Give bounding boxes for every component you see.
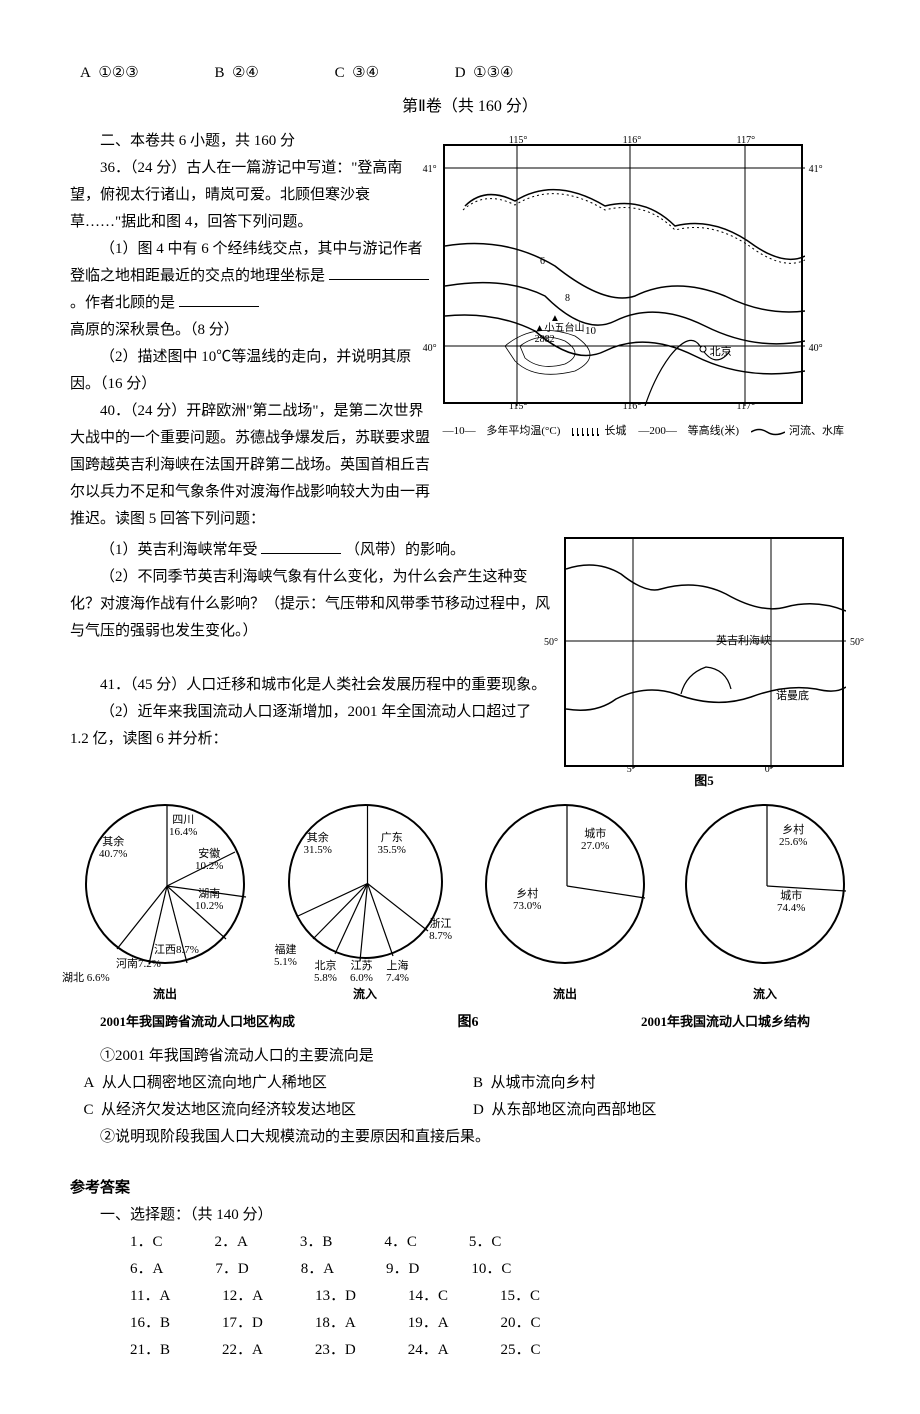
pie-out-province: 四川16.4% 安徽10.2% 湖南10.2% 其余40.7% xyxy=(85,804,245,964)
map4-beijing-label: 北京 xyxy=(710,343,732,363)
prev-question-options: A ①②③ B ②④ C ③④ D ①③④ xyxy=(70,60,870,87)
answer-item: 15．C xyxy=(470,1283,540,1310)
pie3-title: 流出 xyxy=(470,984,660,1006)
answer-heading: 参考答案 xyxy=(70,1175,870,1202)
q41-opt-D: D 从东部地区流向西部地区 xyxy=(473,1097,870,1124)
q36-part2: （2）描述图中 10℃等温线的走向，并说明其原因。（16 分） xyxy=(70,344,431,398)
pie4-title: 流入 xyxy=(670,984,860,1006)
svg-text:6: 6 xyxy=(540,256,545,267)
q41-head: 41．（45 分）人口迁移和城市化是人类社会发展历程中的重要现象。 xyxy=(70,672,552,699)
answer-item: 1．C xyxy=(100,1229,163,1256)
answer-item: 18．A xyxy=(285,1310,356,1337)
answer-subheading: 一、选择题：（共 140 分） xyxy=(70,1202,870,1229)
map5: 50° 50° 5° 0° 英吉利海峡 诺曼底 xyxy=(564,537,844,767)
pie1-title: 流出 xyxy=(70,984,260,1006)
answer-item: 3．B xyxy=(270,1229,333,1256)
answer-item: 20．C xyxy=(471,1310,541,1337)
q40-head: 40．（24 分）开辟欧洲"第二战场"，是第二次世界大战中的一个重要问题。苏德战… xyxy=(70,398,431,533)
answer-item: 22．A xyxy=(192,1337,263,1364)
pie2-title: 流入 xyxy=(270,984,460,1006)
pie-row: 四川16.4% 安徽10.2% 湖南10.2% 其余40.7% 江西8.7% 河… xyxy=(70,804,870,1006)
blank-windbelt xyxy=(261,539,341,554)
answer-row: 6．A 7．D 8．A 9．D 10．C xyxy=(70,1256,870,1283)
map5-svg: 英吉利海峡 诺曼底 xyxy=(566,539,846,769)
q40-part1: （1）英吉利海峡常年受 （风带）的影响。 xyxy=(70,537,552,564)
answer-item: 13．D xyxy=(285,1283,356,1310)
map4-lat-40: 40° xyxy=(423,340,437,358)
answer-item: 24．A xyxy=(378,1337,449,1364)
map5-normandy-text: 诺曼底 xyxy=(776,688,809,702)
map5-strait-text: 英吉利海峡 xyxy=(716,633,771,647)
pie-captions: 2001年我国跨省流动人口地区构成 图6 2001年我国流动人口城乡结构 xyxy=(70,1010,870,1035)
q41-options: A 从人口稠密地区流向地广人稀地区 B 从城市流向乡村 C 从经济欠发达地区流向… xyxy=(70,1070,870,1124)
answer-item: 9．D xyxy=(356,1256,419,1283)
pie-out-urban: 城市27.0% 乡村73.0% xyxy=(485,804,645,964)
pie-in-province: 广东35.5% 其余31.5% xyxy=(288,804,443,959)
answer-item: 14．C xyxy=(378,1283,448,1310)
section-2-title: 第Ⅱ卷（共 160 分） xyxy=(70,93,870,122)
answer-item: 4．C xyxy=(354,1229,417,1256)
q41-sub1: ①2001 年我国跨省流动人口的主要流向是 xyxy=(70,1043,870,1070)
opt-C: C ③④ xyxy=(335,60,415,87)
map4-peak-label: ▲小五台山 2882 xyxy=(535,323,585,345)
blank-plateau xyxy=(179,292,259,307)
answer-item: 16．B xyxy=(100,1310,170,1337)
answer-item: 7．D xyxy=(185,1256,248,1283)
map4-svg: 6 8 10 ▲ xyxy=(445,146,805,406)
answer-item: 6．A xyxy=(100,1256,163,1283)
pie-in-urban: 乡村25.6% 城市74.4% xyxy=(685,804,845,964)
opt-A: A ①②③ xyxy=(80,60,175,87)
answer-item: 12．A xyxy=(192,1283,263,1310)
river-icon xyxy=(751,427,785,437)
q36-head: 36．（24 分）古人在一篇游记中写道："登高南望，俯视太行诸山，晴岚可爱。北顾… xyxy=(70,155,431,236)
answer-row: 1．C 2．A 3．B 4．C 5．C xyxy=(70,1229,870,1256)
map4-legend: —10— 多年平均温(°C) 长城 —200— 等高线(米) 河流、水库 xyxy=(443,422,844,442)
q41-opt-B: B 从城市流向乡村 xyxy=(473,1070,870,1097)
answer-item: 8．A xyxy=(271,1256,334,1283)
section-2-intro: 二、本卷共 6 小题，共 160 分 xyxy=(70,128,431,155)
q41-part2: （2）近年来我国流动人口逐渐增加，2001 年全国流动人口超过了 1.2 亿，读… xyxy=(70,699,552,753)
pie-caption-right: 2001年我国流动人口城乡结构 xyxy=(641,1010,810,1035)
answer-row: 16．B 17．D 18．A 19．A 20．C xyxy=(70,1310,870,1337)
answer-row: 11．A 12．A 13．D 14．C 15．C xyxy=(70,1283,870,1310)
answer-item: 17．D xyxy=(192,1310,263,1337)
answer-item: 19．A xyxy=(378,1310,449,1337)
answer-item: 23．D xyxy=(285,1337,356,1364)
answer-item: 11．A xyxy=(100,1283,170,1310)
q41-opt-C: C 从经济欠发达地区流向经济较发达地区 xyxy=(76,1097,473,1124)
opt-D: D ①③④ xyxy=(455,60,550,87)
answer-item: 10．C xyxy=(441,1256,511,1283)
q40-part2: （2）不同季节英吉利海峡气象有什么变化，为什么会产生这种变化？对渡海作战有什么影… xyxy=(70,564,552,645)
map4-lat-41: 41° xyxy=(423,161,437,179)
fig6-label: 图6 xyxy=(458,1010,479,1035)
map5-lat-50: 50° xyxy=(544,634,558,652)
svg-text:10: 10 xyxy=(585,325,597,337)
answer-row: 21．B 22．A 23．D 24．A 25．C xyxy=(70,1337,870,1364)
answer-item: 2．A xyxy=(185,1229,248,1256)
answer-rows: 1．C2．A3．B4．C5．C6．A7．D8．A9．D10．C11．A12．A1… xyxy=(70,1229,870,1364)
pie-caption-left: 2001年我国跨省流动人口地区构成 xyxy=(100,1010,295,1035)
answer-item: 25．C xyxy=(471,1337,541,1364)
map4: 115° 116° 117° 115° 116° 117° 41° 40° 41… xyxy=(443,144,803,404)
wall-icon xyxy=(572,428,600,436)
q41-sub2: ②说明现阶段我国人口大规模流动的主要原因和直接后果。 xyxy=(70,1124,870,1151)
q36-part1: （1）图 4 中有 6 个经纬线交点，其中与游记作者登临之地相距最近的交点的地理… xyxy=(70,236,431,344)
answer-item: 5．C xyxy=(439,1229,502,1256)
blank-coord xyxy=(329,265,429,280)
svg-text:8: 8 xyxy=(565,293,570,304)
q41-opt-A: A 从人口稠密地区流向地广人稀地区 xyxy=(76,1070,473,1097)
map5-caption: 图5 xyxy=(564,769,844,792)
answer-item: 21．B xyxy=(100,1337,170,1364)
opt-B: B ②④ xyxy=(214,60,294,87)
